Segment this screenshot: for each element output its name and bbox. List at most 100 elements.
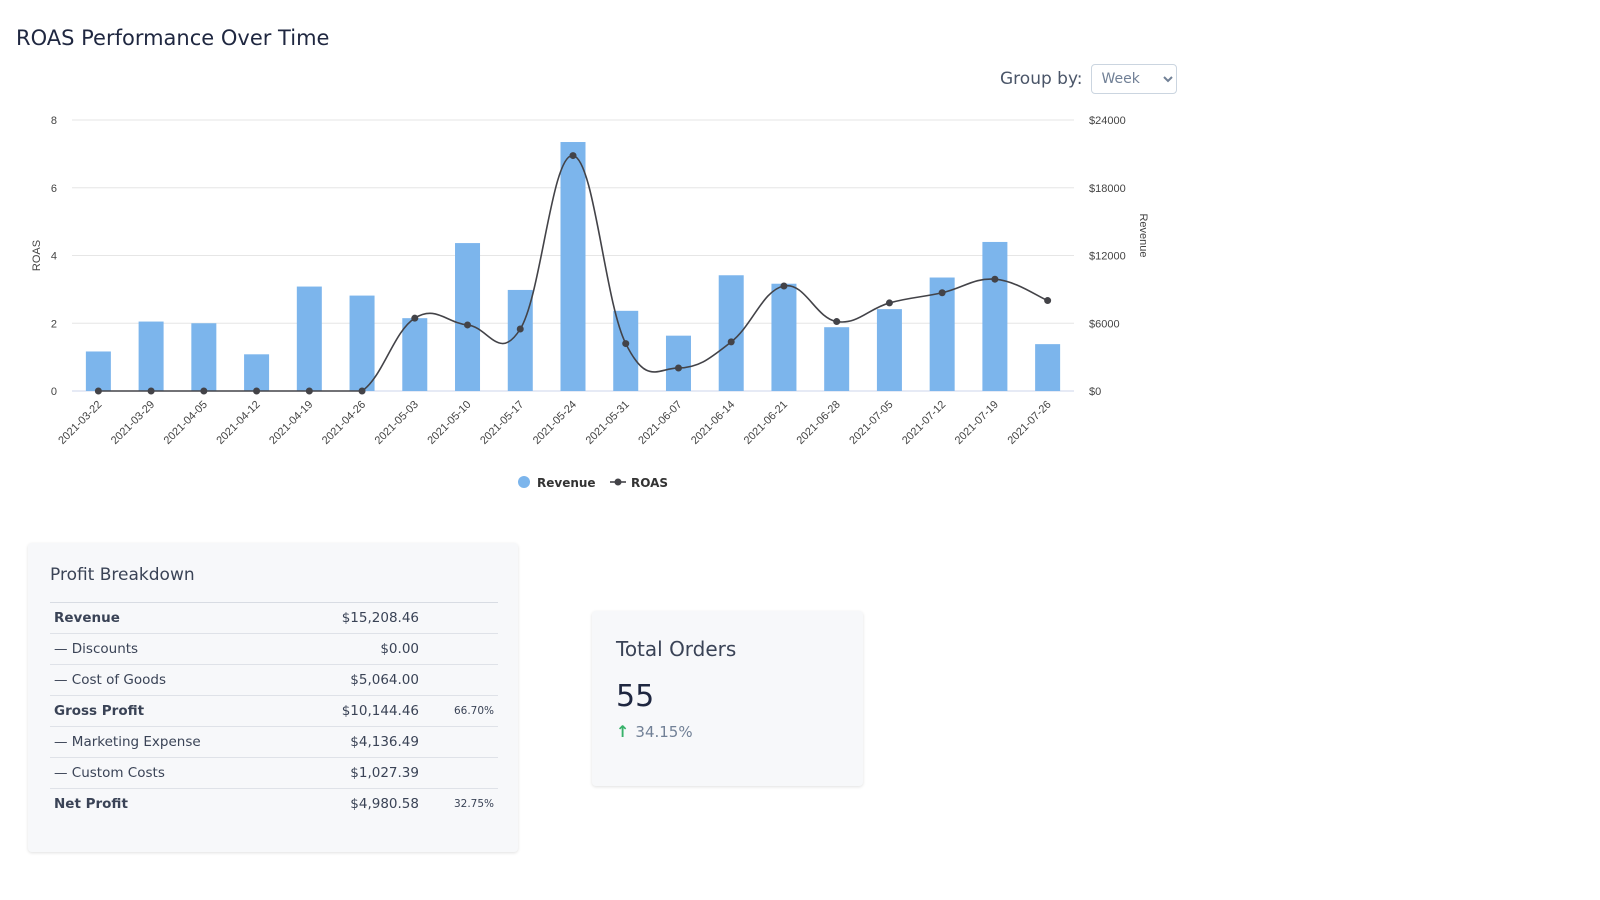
y-left-tick-label: 4 <box>51 251 57 263</box>
profit-row-value: $15,208.46 <box>341 610 419 626</box>
x-tick-label: 2021-04-12 <box>214 399 262 447</box>
revenue-bar <box>771 283 797 391</box>
profit-breakdown-card: Profit Breakdown Revenue $15,208.46 — Disc… <box>28 543 518 852</box>
profit-row: — Cost of Goods $5,064.00 <box>50 665 498 696</box>
revenue-bar <box>876 309 902 391</box>
x-tick-label: 2021-07-12 <box>900 399 948 447</box>
roas-point <box>569 152 577 160</box>
revenue-bar <box>613 310 639 391</box>
roas-point <box>780 282 788 290</box>
revenue-bar <box>138 321 164 391</box>
revenue-bar <box>1035 344 1061 391</box>
y-right-tick-label: $12000 <box>1089 251 1126 263</box>
x-tick-label: 2021-05-31 <box>584 399 632 447</box>
total-orders-change: ↑ 34.15% <box>616 722 839 741</box>
revenue-bar <box>455 243 481 391</box>
y-right-tick-label: $0 <box>1089 386 1101 398</box>
x-tick-label: 2021-07-26 <box>1005 399 1053 447</box>
x-tick-label: 2021-05-10 <box>425 399 473 447</box>
revenue-bar <box>296 286 322 391</box>
roas-point <box>833 318 841 326</box>
profit-row: — Marketing Expense $4,136.49 <box>50 727 498 758</box>
profit-row: Revenue $15,208.46 <box>50 603 498 634</box>
roas-point <box>991 275 999 283</box>
x-tick-label: 2021-07-19 <box>953 399 1001 447</box>
profit-row-label: — Marketing Expense <box>54 734 201 750</box>
y-right-axis-title: Revenue <box>1137 213 1149 257</box>
profit-row-label: — Cost of Goods <box>54 672 166 688</box>
profit-row-value: $5,064.00 <box>350 672 419 688</box>
roas-point <box>94 387 102 395</box>
profit-table: Revenue $15,208.46 — Discounts $0.00 — Cost … <box>50 602 498 819</box>
profit-row-label: Gross Profit <box>54 703 145 719</box>
roas-point <box>622 340 630 348</box>
y-left-tick-label: 8 <box>51 115 57 127</box>
revenue-bar <box>929 277 955 391</box>
revenue-bar <box>349 295 375 391</box>
x-tick-label: 2021-06-14 <box>689 399 737 447</box>
x-tick-label: 2021-06-21 <box>742 399 790 447</box>
group-by-control: Group by: Week <box>1000 64 1177 94</box>
legend-roas-marker-dot <box>614 478 622 486</box>
total-orders-change-value: 34.15% <box>635 722 693 741</box>
roas-point <box>464 321 472 329</box>
total-orders-value: 55 <box>616 679 655 714</box>
x-tick-label: 2021-03-22 <box>56 399 104 447</box>
revenue-bar <box>824 327 850 391</box>
group-by-select[interactable]: Week <box>1090 64 1177 94</box>
legend-revenue-marker <box>518 476 530 488</box>
x-tick-label: 2021-05-17 <box>478 399 526 447</box>
revenue-bar <box>402 318 428 391</box>
profit-row-label: Net Profit <box>54 796 128 812</box>
profit-row-value: $10,144.46 <box>341 703 419 719</box>
page-title: ROAS Performance Over Time <box>16 26 330 50</box>
total-orders-card: Total Orders 55 ↑ 34.15% <box>592 611 863 786</box>
x-tick-label: 2021-05-24 <box>531 399 579 447</box>
group-by-label: Group by: <box>1000 69 1083 89</box>
roas-point <box>885 299 893 307</box>
profit-row-pct: 32.75% <box>453 798 494 810</box>
y-right-tick-label: $18000 <box>1089 183 1126 195</box>
revenue-bar <box>244 354 270 391</box>
profit-row: Net Profit $4,980.58 32.75% <box>50 789 498 819</box>
profit-row: Gross Profit $10,144.46 66.70% <box>50 696 498 727</box>
legend-roas-label: ROAS <box>631 476 668 490</box>
revenue-bar <box>191 323 217 391</box>
x-tick-label: 2021-04-05 <box>162 399 210 447</box>
roas-point <box>305 387 313 395</box>
y-left-tick-label: 6 <box>51 183 57 195</box>
profit-row-value: $0.00 <box>380 641 419 657</box>
roas-point <box>727 338 735 346</box>
y-left-axis-title: ROAS <box>31 240 43 271</box>
x-tick-label: 2021-04-26 <box>320 399 368 447</box>
profit-breakdown-title: Profit Breakdown <box>50 565 195 585</box>
revenue-bar <box>665 335 691 391</box>
revenue-bar <box>982 241 1008 391</box>
profit-row-value: $4,136.49 <box>350 734 419 750</box>
x-tick-label: 2021-06-07 <box>636 399 684 447</box>
roas-point <box>147 387 155 395</box>
total-orders-title: Total Orders <box>616 637 737 661</box>
roas-point <box>938 289 946 297</box>
profit-row-value: $1,027.39 <box>350 765 419 781</box>
roas-point <box>674 364 682 372</box>
roas-chart: 0 2 4 6 8 $0 $6000 $12000 $18000 $24000 ROAS Revenu… <box>31 115 1149 490</box>
roas-point <box>253 387 261 395</box>
roas-point <box>411 314 419 322</box>
roas-point <box>516 325 524 333</box>
profit-row-value: $4,980.58 <box>350 796 419 812</box>
profit-row-label: — Discounts <box>54 641 139 657</box>
y-left-tick-label: 2 <box>51 318 57 330</box>
legend-revenue-label: Revenue <box>537 476 596 490</box>
profit-row: — Discounts $0.00 <box>50 634 498 665</box>
revenue-bar <box>85 351 111 391</box>
revenue-bar <box>560 142 586 391</box>
y-right-tick-label: $24000 <box>1089 115 1126 127</box>
x-tick-label: 2021-05-03 <box>373 399 421 447</box>
x-tick-label: 2021-04-19 <box>267 399 315 447</box>
arrow-up-icon: ↑ <box>616 722 630 741</box>
profit-row-label: Revenue <box>54 610 120 626</box>
roas-point <box>200 387 208 395</box>
profit-row: — Custom Costs $1,027.39 <box>50 758 498 789</box>
profit-row-pct: 66.70% <box>453 705 494 717</box>
